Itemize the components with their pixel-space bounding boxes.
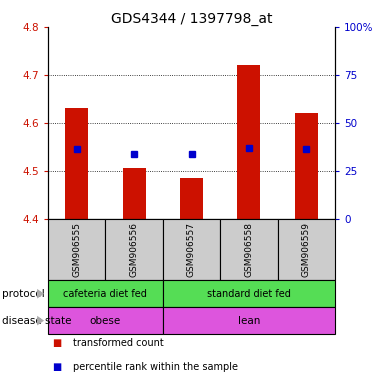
Bar <box>123 169 146 219</box>
Text: standard diet fed: standard diet fed <box>207 289 291 299</box>
Text: ■: ■ <box>52 338 61 348</box>
Text: GSM906557: GSM906557 <box>187 222 196 277</box>
Text: transformed count: transformed count <box>73 338 164 348</box>
Text: GSM906556: GSM906556 <box>129 222 139 277</box>
Text: GDS4344 / 1397798_at: GDS4344 / 1397798_at <box>111 12 272 25</box>
Text: cafeteria diet fed: cafeteria diet fed <box>64 289 147 299</box>
Text: protocol: protocol <box>2 289 45 299</box>
Bar <box>65 109 88 219</box>
Text: disease state: disease state <box>2 316 71 326</box>
Text: obese: obese <box>90 316 121 326</box>
Bar <box>237 65 260 219</box>
Text: GSM906559: GSM906559 <box>302 222 311 277</box>
Text: percentile rank within the sample: percentile rank within the sample <box>73 362 238 372</box>
Text: ■: ■ <box>52 362 61 372</box>
Text: GSM906558: GSM906558 <box>244 222 254 277</box>
Text: GSM906555: GSM906555 <box>72 222 81 277</box>
Bar <box>295 113 318 219</box>
Bar <box>180 178 203 219</box>
Text: lean: lean <box>238 316 260 326</box>
